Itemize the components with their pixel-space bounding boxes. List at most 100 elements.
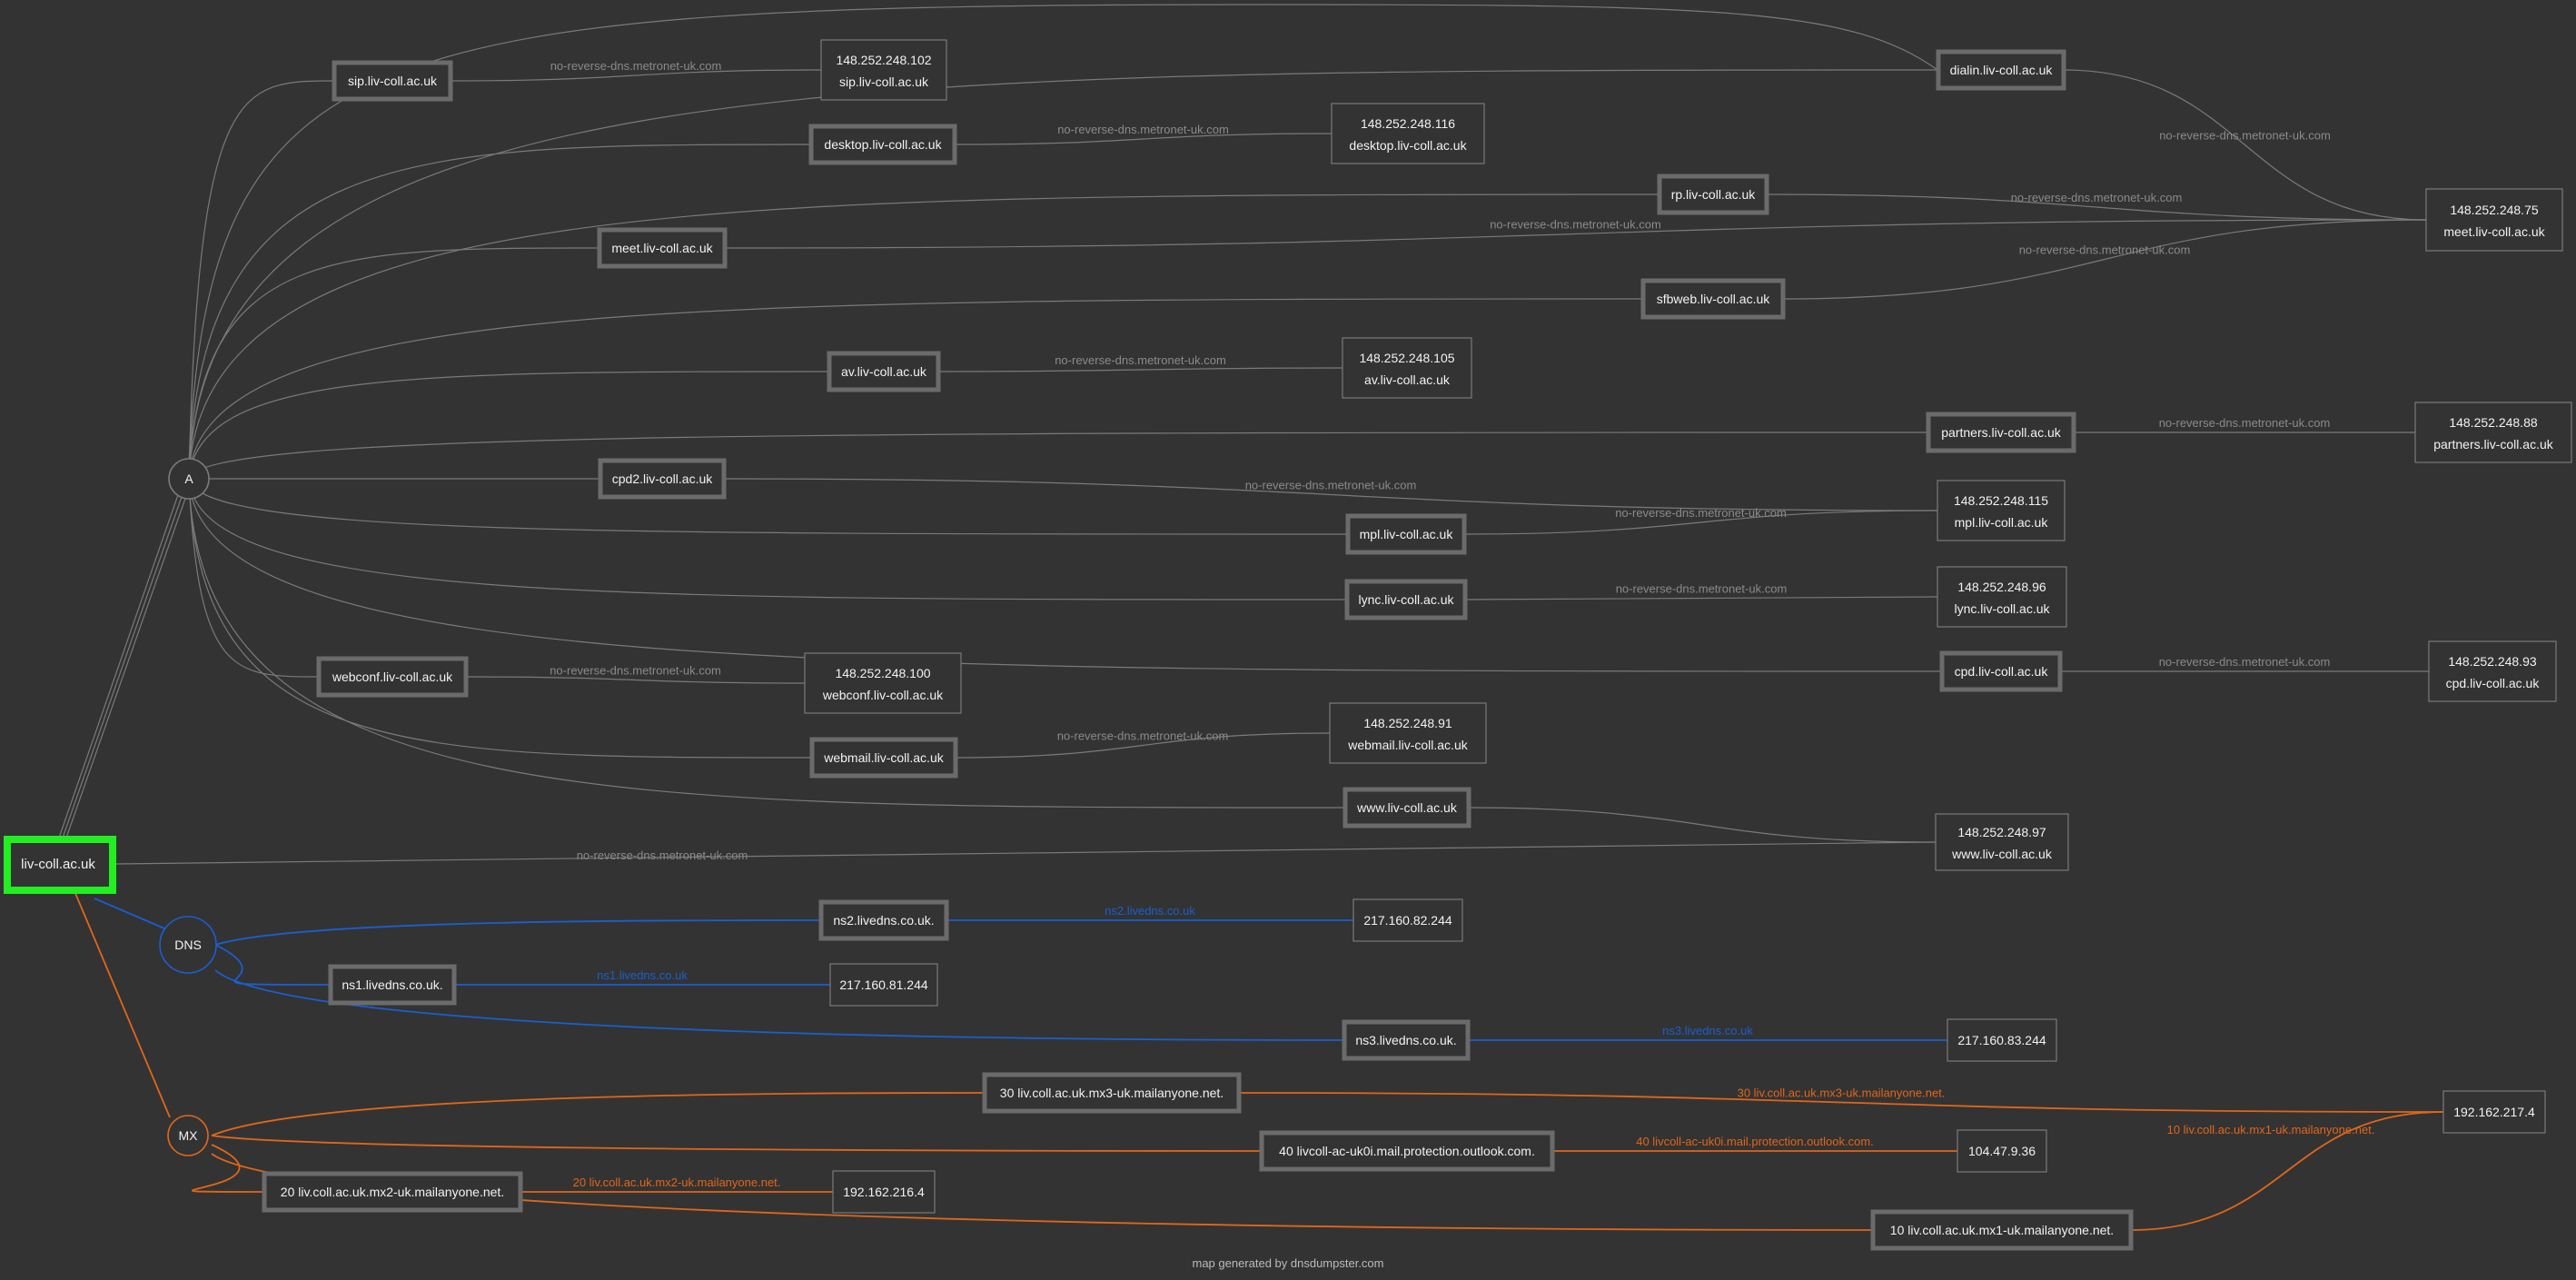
ip-node-frame [2425, 188, 2563, 252]
host-label: sip.liv-coll.ac.uk [348, 74, 438, 88]
mx-host-node[interactable]: 40 livcoll-ac-uk0i.mail.protection.outlo… [1259, 1130, 1555, 1172]
host-node[interactable]: webconf.liv-coll.ac.uk [316, 656, 469, 698]
ip-node[interactable]: 148.252.248.97 www.liv-coll.ac.uk [1935, 813, 2069, 871]
a-record-edge [188, 478, 813, 759]
host-node-frame [1345, 513, 1467, 555]
ip-node[interactable]: 148.252.248.100 webconf.liv-coll.ac.uk [804, 652, 962, 714]
dns-records-hub[interactable]: DNS [159, 916, 217, 974]
mx-reverse-label: 20 liv.coll.ac.uk.mx2-uk.mailanyone.net. [573, 1176, 781, 1189]
host-node[interactable]: www.liv-coll.ac.uk [1342, 787, 1471, 829]
ip-hostname: sip.liv-coll.ac.uk [839, 74, 929, 89]
hub-circle [159, 916, 217, 974]
host-node[interactable]: lync.liv-coll.ac.uk [1344, 579, 1468, 620]
host-node[interactable]: webmail.liv-coll.ac.uk [809, 737, 958, 779]
ip-node[interactable]: 148.252.248.116 desktop.liv-coll.ac.uk [1331, 103, 1485, 164]
ns-ip-node[interactable]: 217.160.82.244 [1352, 898, 1463, 942]
edges-layer [57, 4, 2444, 1231]
ns-host-node[interactable]: ns3.livedns.co.uk. [1342, 1019, 1471, 1061]
ip-node[interactable]: 148.252.248.88 partners.liv-coll.ac.uk [2414, 402, 2572, 463]
root-domain-node[interactable]: liv-coll.ac.uk [4, 836, 116, 894]
ip-hostname: av.liv-coll.ac.uk [1364, 372, 1451, 387]
host-label: mpl.liv-coll.ac.uk [1360, 527, 1454, 541]
ip-node[interactable]: 148.252.248.102 sip.liv-coll.ac.uk [820, 39, 947, 101]
mx-host-node[interactable]: 30 liv.coll.ac.uk.mx3-uk.mailanyone.net. [982, 1072, 1242, 1114]
hub-circle [167, 1115, 209, 1156]
mx-host-node[interactable]: 20 liv.coll.ac.uk.mx2-uk.mailanyone.net. [262, 1171, 523, 1213]
host-label: www.liv-coll.ac.uk [1356, 800, 1458, 815]
root-to-a-edge [61, 491, 184, 841]
a-records-hub[interactable]: A [168, 458, 210, 500]
mx-ip-node[interactable]: 104.47.9.36 [1957, 1129, 2047, 1173]
mx-host-node[interactable]: 10 liv.coll.ac.uk.mx1-uk.mailanyone.net. [1870, 1209, 2134, 1251]
host-node[interactable]: dialin.liv-coll.ac.uk [1936, 49, 2066, 91]
ip-node-frame [2442, 1090, 2546, 1134]
ip-hostname: desktop.liv-coll.ac.uk [1349, 138, 1467, 153]
host-node[interactable]: partners.liv-coll.ac.uk [1926, 412, 2076, 453]
host-to-ip-edge [1468, 807, 1937, 843]
host-to-ip-edge [937, 367, 1343, 372]
host-label: meet.liv-coll.ac.uk [611, 241, 713, 255]
host-label: av.liv-coll.ac.uk [841, 364, 927, 379]
ip-node[interactable]: 148.252.248.93 cpd.liv-coll.ac.uk [2428, 640, 2557, 702]
ip-address: 148.252.248.100 [835, 666, 930, 680]
host-node[interactable]: av.liv-coll.ac.uk [827, 351, 941, 392]
ip-node[interactable]: 148.252.248.75 meet.liv-coll.ac.uk [2425, 188, 2563, 252]
host-to-ip-edge [1782, 219, 2427, 300]
ip-node-frame [829, 963, 938, 1007]
host-label: cpd2.liv-coll.ac.uk [612, 471, 713, 486]
ip-address: 217.160.82.244 [1363, 913, 1452, 928]
a-record-edge [188, 478, 1348, 600]
ip-address: 148.252.248.88 [2449, 415, 2538, 430]
a-record-edge [188, 193, 1660, 480]
mx-records-hub[interactable]: MX [167, 1115, 209, 1156]
host-to-ip-edge [954, 133, 1333, 145]
host-node-frame [1342, 787, 1471, 829]
host-label: 40 livcoll-ac-uk0i.mail.protection.outlo… [1279, 1144, 1535, 1158]
host-node[interactable]: cpd.liv-coll.ac.uk [1939, 650, 2063, 692]
mx-ip-node[interactable]: 192.162.216.4 [832, 1170, 936, 1214]
ns-record-edge [214, 919, 822, 946]
ip-node-frame [2428, 640, 2557, 702]
ns-host-node[interactable]: ns1.livedns.co.uk. [328, 964, 457, 1006]
host-node[interactable]: cpd2.liv-coll.ac.uk [598, 458, 727, 500]
host-node-frame [827, 351, 941, 392]
ns-ip-node[interactable]: 217.160.83.244 [1947, 1018, 2057, 1062]
ip-node-frame [1947, 1018, 2057, 1062]
host-node[interactable]: mpl.liv-coll.ac.uk [1345, 513, 1467, 555]
mx-reverse-label: 30 liv.coll.ac.uk.mx3-uk.mailanyone.net. [1738, 1087, 1946, 1100]
host-node-frame [332, 60, 453, 102]
mx-ip-node[interactable]: 192.162.217.4 [2442, 1090, 2546, 1134]
ns-ip-node[interactable]: 217.160.81.244 [829, 963, 938, 1007]
mx-reverse-label: 10 liv.coll.ac.uk.mx1-uk.mailanyone.net. [2167, 1123, 2375, 1136]
ip-node[interactable]: 148.252.248.115 mpl.liv-coll.ac.uk [1937, 480, 2066, 541]
host-to-ip-edge [1463, 510, 1938, 535]
host-node-frame [597, 227, 728, 269]
host-label: ns2.livedns.co.uk. [833, 913, 934, 928]
a-record-edge [188, 371, 830, 480]
host-label: dialin.liv-coll.ac.uk [1950, 63, 2054, 77]
reverse-dns-label: no-reverse-dns.metronet-uk.com [1490, 218, 1661, 232]
host-node-frame [262, 1171, 523, 1213]
ip-node[interactable]: 148.252.248.96 lync.liv-coll.ac.uk [1937, 566, 2067, 628]
host-node[interactable]: meet.liv-coll.ac.uk [597, 227, 728, 269]
root-to-a-edge [57, 489, 181, 841]
host-node-frame [809, 737, 958, 779]
host-label: sfbweb.liv-coll.ac.uk [1657, 292, 1770, 306]
ip-address: 148.252.248.91 [1363, 716, 1452, 730]
host-node[interactable]: sfbweb.liv-coll.ac.uk [1640, 278, 1786, 320]
host-node-frame [598, 458, 727, 500]
host-node[interactable]: rp.liv-coll.ac.uk [1657, 174, 1769, 215]
hub-label: DNS [174, 938, 202, 952]
nodes-layer: liv-coll.ac.uk A DNS MX sip.liv-coll.ac.uk de… [4, 39, 2572, 1251]
ip-node-frame [1937, 566, 2067, 628]
ip-node-frame [1331, 103, 1485, 164]
ip-address: 217.160.81.244 [839, 977, 928, 992]
ns-host-node[interactable]: ns2.livedns.co.uk. [818, 899, 949, 941]
reverse-dns-label: no-reverse-dns.metronet-uk.com [2159, 655, 2331, 669]
host-node[interactable]: desktop.liv-coll.ac.uk [808, 124, 957, 165]
host-node[interactable]: sip.liv-coll.ac.uk [332, 60, 453, 102]
ip-node[interactable]: 148.252.248.105 av.liv-coll.ac.uk [1342, 337, 1472, 399]
host-label: webmail.liv-coll.ac.uk [823, 750, 944, 765]
ip-node[interactable]: 148.252.248.91 webmail.liv-coll.ac.uk [1329, 702, 1487, 764]
